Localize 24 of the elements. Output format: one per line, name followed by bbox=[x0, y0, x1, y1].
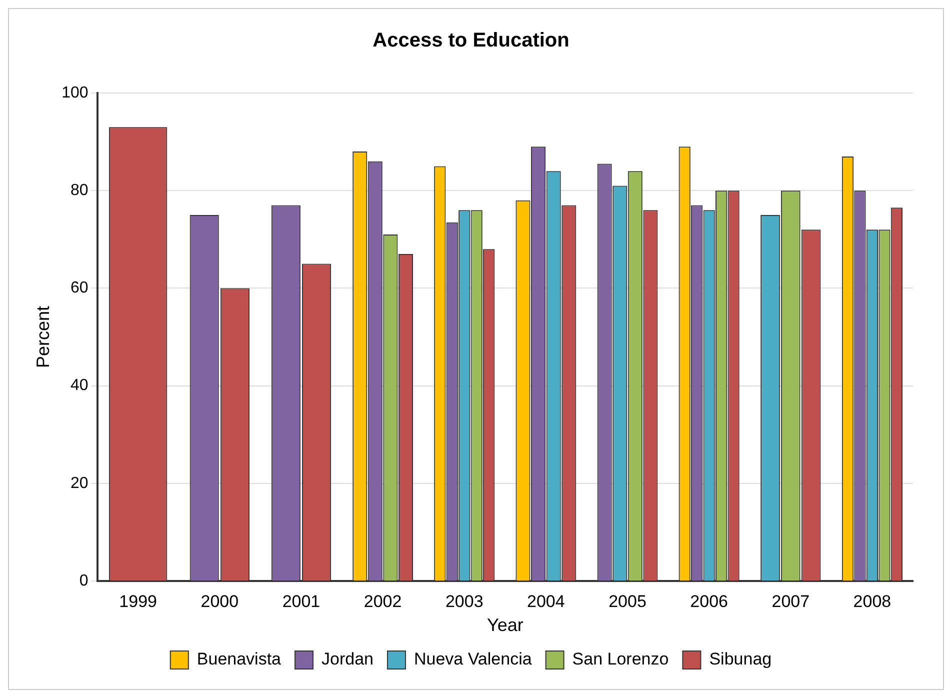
x-tick-label: 2003 bbox=[445, 592, 484, 611]
legend-label: Jordan bbox=[322, 650, 374, 669]
x-tick-label: 2000 bbox=[200, 592, 239, 611]
y-tick-label: 0 bbox=[79, 572, 88, 590]
chart-title: Access to Education bbox=[372, 30, 570, 52]
legend-label: Buenavista bbox=[196, 650, 282, 669]
x-axis-title: Year bbox=[486, 615, 524, 636]
legend-label: Sibunag bbox=[709, 650, 772, 669]
y-tick-label: 100 bbox=[62, 84, 88, 102]
legend-label: San Lorenzo bbox=[572, 650, 669, 669]
y-axis-title: Percent bbox=[32, 306, 53, 368]
x-tick-label: 2006 bbox=[690, 592, 728, 611]
x-tick-label: 1999 bbox=[119, 592, 157, 611]
x-tick-label: 2007 bbox=[772, 592, 810, 611]
x-tick-label: 2001 bbox=[282, 592, 320, 611]
y-tick-label: 40 bbox=[70, 377, 88, 394]
x-tick-label: 2008 bbox=[853, 592, 892, 611]
legend-label: Nueva Valencia bbox=[414, 650, 532, 669]
x-tick-label: 2004 bbox=[527, 592, 565, 611]
y-tick-label: 60 bbox=[70, 280, 88, 297]
y-tick-label: 20 bbox=[70, 474, 88, 492]
x-tick-label: 2002 bbox=[364, 592, 402, 611]
y-tick-label: 80 bbox=[70, 182, 88, 200]
x-tick-label: 2005 bbox=[608, 592, 646, 611]
